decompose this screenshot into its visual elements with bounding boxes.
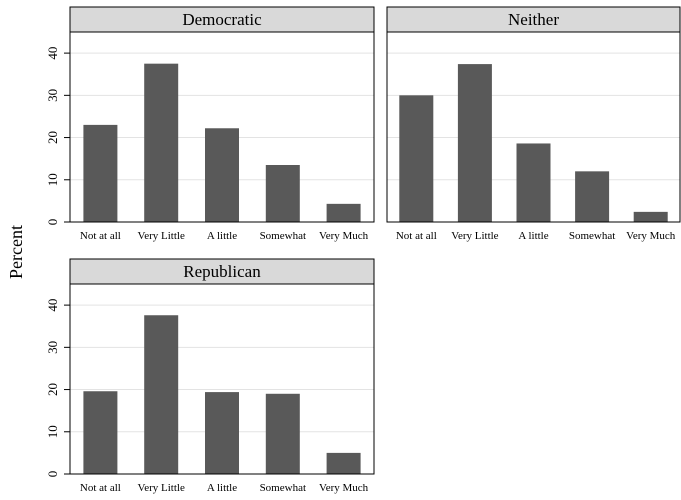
y-tick-label: 40	[45, 299, 60, 312]
x-tick-label: A little	[518, 230, 548, 242]
x-tick-label: Very Much	[319, 482, 369, 494]
x-tick-label: A little	[207, 230, 237, 242]
y-tick-label: 40	[45, 47, 60, 60]
y-tick-label: 10	[45, 173, 60, 186]
y-axis-label: Percent	[6, 225, 26, 279]
y-tick-label: 20	[45, 383, 60, 396]
y-tick-label: 20	[45, 131, 60, 144]
panel-title: Democratic	[182, 10, 262, 29]
x-tick-label: Somewhat	[260, 230, 306, 242]
x-tick-label: Very Much	[319, 230, 369, 242]
plot-frame	[69, 31, 375, 223]
bar	[83, 391, 118, 474]
y-tick-label: 30	[45, 89, 60, 102]
bar	[457, 64, 492, 222]
x-tick-label: Very Little	[451, 230, 498, 242]
y-tick-label: 0	[45, 219, 60, 226]
panel-title: Neither	[508, 10, 559, 29]
bar	[265, 393, 300, 474]
panel-header	[69, 258, 375, 285]
panel-title: Republican	[183, 262, 261, 281]
x-tick-label: Not at all	[80, 482, 121, 494]
bar	[144, 315, 179, 474]
panel-header	[386, 6, 681, 33]
bar	[633, 211, 668, 222]
bar	[399, 95, 434, 222]
bar	[265, 165, 300, 222]
x-tick-label: Somewhat	[569, 230, 615, 242]
bar	[205, 392, 239, 474]
bar	[326, 203, 361, 222]
x-tick-label: Somewhat	[260, 482, 306, 494]
y-tick-label: 0	[45, 471, 60, 478]
bar	[575, 171, 610, 222]
plot-frame	[69, 283, 375, 475]
bar	[326, 452, 361, 474]
x-tick-label: Not at all	[80, 230, 121, 242]
bar	[516, 143, 551, 222]
panel-header	[69, 6, 375, 33]
plot-frame	[386, 31, 681, 223]
y-tick-label: 10	[45, 425, 60, 438]
x-tick-label: Very Much	[626, 230, 676, 242]
bar	[205, 128, 239, 222]
x-tick-label: A little	[207, 482, 237, 494]
x-tick-label: Not at all	[396, 230, 437, 242]
x-tick-label: Very Little	[138, 482, 185, 494]
y-tick-label: 30	[45, 341, 60, 354]
bar	[144, 63, 179, 222]
bar	[83, 124, 118, 222]
x-tick-label: Very Little	[138, 230, 185, 242]
